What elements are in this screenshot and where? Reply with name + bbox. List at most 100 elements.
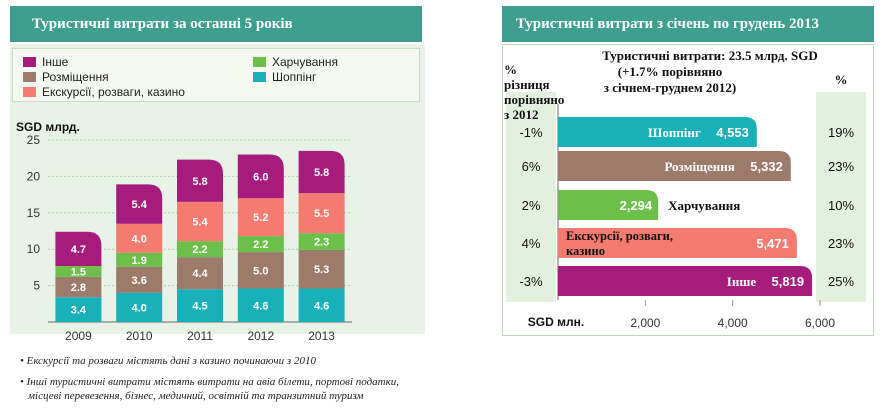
note-1-text: Екскурсії та розваги містять дані з кази…: [26, 355, 316, 367]
hbar-value-label: 5,819: [772, 274, 805, 289]
bar-segment-харчування-2013: [298, 233, 345, 250]
bar-segment-шоппінг-2011: [177, 289, 223, 322]
bar-value-label: 2.2: [253, 239, 268, 251]
bar-value-label: 4.6: [314, 300, 329, 312]
right-xtick-label: 2,000: [630, 316, 660, 330]
bar-value-label: 4.5: [192, 301, 207, 313]
change-vs-2012-label: 4%: [522, 236, 541, 251]
bar-segment-інше-2010: [116, 184, 163, 224]
right-xtick-label: 6,000: [805, 316, 835, 330]
bar-segment-розміщення-2009: [55, 276, 102, 298]
change-vs-2012-label: 2%: [522, 198, 541, 213]
legend-item-food: Харчування: [253, 55, 338, 69]
bar-segment-інше-2013: [298, 150, 345, 194]
legend-label-shopping: Шоппінг: [272, 70, 317, 84]
horizontal-bar-chart: 4,553 Шоппінг -1% 19% 5,332 Розміщення 6% 23% 2,…: [519, 104, 854, 330]
change-column-header: % різниця порівняно з 2012: [504, 62, 564, 122]
bar-segment-шоппінг-2009: [55, 297, 102, 322]
share-column-header: %: [834, 72, 848, 87]
change-vs-2012-label: -3%: [519, 274, 543, 289]
total-line-3: з січнем-груднем 2012): [603, 80, 737, 95]
bar-value-label: 6.0: [253, 171, 268, 183]
bar-segment-шоппінг-2010: [116, 292, 163, 322]
note-2-text: Інші туристичні витрати містять витрати …: [26, 376, 400, 388]
bar-value-label: 4.0: [132, 233, 147, 245]
change-header-line-2: порівняно: [504, 92, 565, 107]
legend-item-accommodation: Розміщення: [23, 70, 109, 84]
left-xtick-label: 2013: [308, 329, 335, 340]
hbar-value-label: 4,553: [716, 125, 749, 140]
change-vs-2012-label: -1%: [519, 125, 543, 140]
legend-swatch-accommodation: [23, 72, 36, 82]
hbar-value-label: 2,294: [620, 198, 653, 213]
bar-value-label: 1.9: [132, 255, 147, 267]
bar-segment-харчування-2011: [177, 241, 223, 258]
share-label: 19%: [828, 125, 854, 140]
bar-value-label: 5.2: [253, 212, 268, 224]
right-xtick-label: 4,000: [718, 316, 748, 330]
hbar-харчування: [558, 190, 659, 220]
bar-segment-екскурсії-розваги-казино-2011: [177, 201, 223, 242]
bar-segment-розміщення-2013: [298, 249, 345, 289]
hbar-розміщення: [558, 151, 791, 181]
legend-item-other: Інше: [23, 55, 68, 69]
bar-segment-розміщення-2011: [177, 257, 223, 290]
bar-value-label: 2.8: [71, 282, 86, 294]
hbar-category-label: Розміщення: [664, 159, 734, 174]
bar-value-label: 5.4: [192, 217, 208, 229]
left-legend: Інше Харчування Розміщення Шоппінг Екску…: [12, 48, 420, 102]
hbar-value-label: 5,332: [750, 159, 783, 174]
bar-value-label: 4.7: [71, 244, 86, 256]
left-xtick-label: 2011: [187, 329, 213, 340]
bar-segment-інше-2009: [55, 231, 102, 266]
legend-label-excursions: Екскурсії, розваги, казино: [42, 85, 185, 99]
hbar-category-label: Інше: [727, 274, 757, 289]
bar-value-label: 5.5: [314, 208, 329, 220]
left-ylabel: SGD млрд.: [16, 120, 80, 134]
change-header-line-3: з 2012: [504, 107, 539, 122]
bar-segment-харчування-2010: [116, 252, 163, 267]
change-vs-2012-label: 6%: [522, 159, 541, 174]
left-xtick-label: 2010: [126, 329, 153, 340]
hbar-category-label: Шоппінг: [648, 125, 701, 140]
right-xlabel: SGD млн.: [527, 315, 585, 329]
bar-value-label: 2.3: [314, 237, 329, 249]
hbar-category-label: Екскурсії, розваги,: [566, 229, 673, 243]
bar-segment-шоппінг-2012: [237, 288, 284, 322]
bar-segment-шоппінг-2013: [298, 288, 345, 322]
right-chart-title: Туристичні витрати з січень по грудень 2…: [502, 6, 874, 42]
legend-item-excursions: Екскурсії, розваги, казино: [23, 85, 185, 99]
bar-value-label: 4.0: [132, 302, 147, 314]
bar-value-label: 5.0: [253, 265, 268, 277]
legend-label-food: Харчування: [272, 55, 339, 69]
hbar-екскурсії-розваги-казино: [558, 228, 797, 258]
note-1: • Екскурсії та розваги містять дані з ка…: [20, 355, 316, 367]
bar-value-label: 5.3: [314, 264, 329, 276]
bar-value-label: 3.4: [71, 305, 87, 317]
legend-swatch-shopping: [253, 72, 266, 82]
share-label: 23%: [828, 159, 854, 174]
bar-segment-інше-2012: [237, 154, 284, 199]
bar-value-label: 5.8: [192, 176, 207, 188]
legend-label-other: Інше: [42, 55, 69, 69]
hbar-шоппінг: [558, 117, 757, 147]
bar-segment-харчування-2012: [237, 236, 284, 253]
left-chart-title: Туристичні витрати за останні 5 років: [10, 6, 422, 42]
legend-label-accommodation: Розміщення: [42, 70, 109, 84]
bar-segment-харчування-2009: [55, 265, 102, 277]
total-line-1: Туристичні витрати: 23.5 млрд. SGD: [602, 48, 818, 63]
note-3: місцеві перевезення, бізнес, медичний, о…: [28, 390, 364, 402]
left-xtick-label: 2009: [65, 329, 92, 340]
bar-value-label: 5.8: [314, 167, 329, 179]
legend-swatch-excursions: [23, 87, 36, 97]
left-ytick-label: 5: [33, 279, 40, 293]
change-column-band: [506, 92, 556, 302]
bar-value-label: 4.4: [192, 268, 208, 280]
note-2: • Інші туристичні витрати містять витрат…: [20, 376, 400, 388]
left-xtick-label: 2012: [247, 329, 274, 340]
total-line-2: (+1.7% порівняно: [617, 64, 723, 79]
bar-segment-екскурсії-розваги-казино-2010: [116, 223, 163, 253]
hbar-інше: [558, 266, 813, 296]
bar-value-label: 1.5: [71, 266, 86, 278]
bar-segment-інше-2011: [177, 159, 223, 202]
